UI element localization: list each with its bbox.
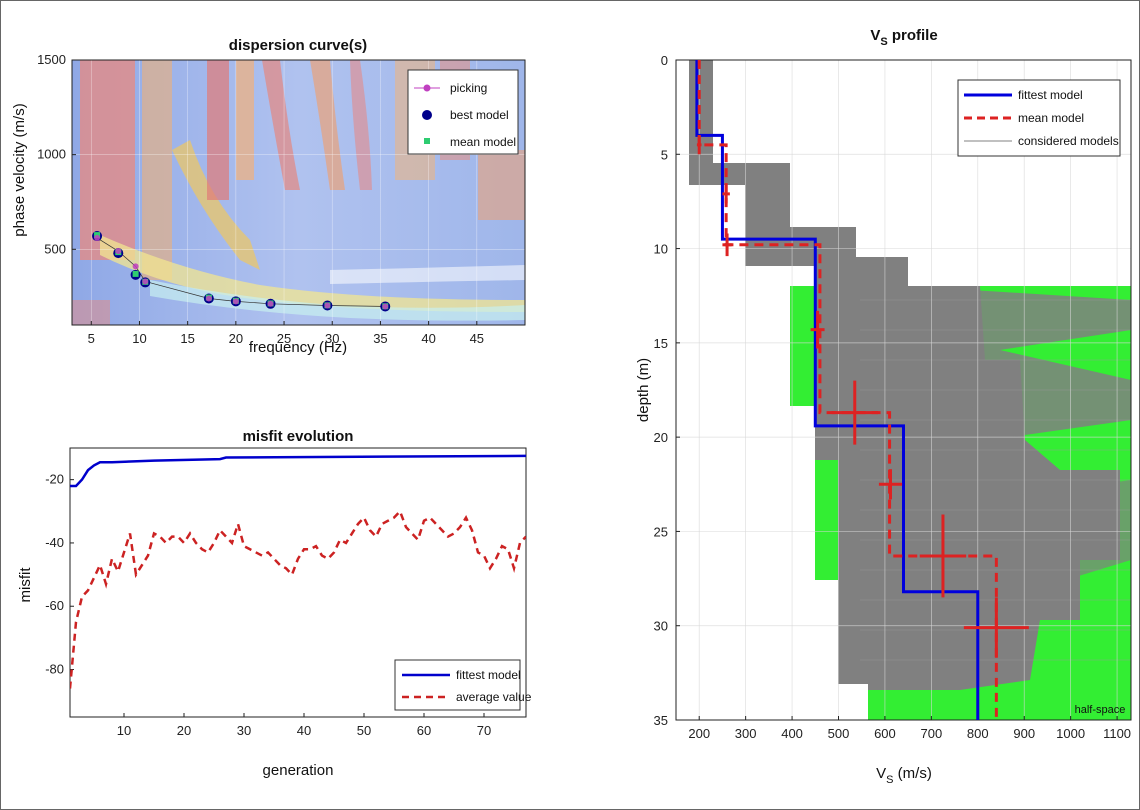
vs-xtick-label: 400 [781,726,803,741]
vs-yticks: 0 5 10 15 20 25 30 35 [654,53,680,728]
vs-xlabel: VS (m/s) [876,765,932,786]
misfit-panel: misfit evolution 10 20 30 40 50 60 70 -80 -60 -4… [17,428,532,779]
picking-point [132,263,139,270]
legend-mean-model: mean model [450,135,516,149]
legend-best-model: best model [450,108,509,122]
misfit-axes-box [69,447,527,718]
vs-xtick-label: 1000 [1056,726,1085,741]
dispersion-title: dispersion curve(s) [229,37,367,54]
vs-xtick-label: 600 [874,726,896,741]
dispersion-xtick-label: 25 [277,331,291,346]
dispersion-xtick-label: 20 [229,331,243,346]
legend-average-value: average value [456,690,532,704]
vs-title: VS profile [870,27,937,48]
misfit-ytick-label: -40 [45,535,64,550]
dispersion-series [92,231,391,312]
misfit-xlabel: generation [263,762,334,779]
dispersion-xtick-label: 10 [132,331,146,346]
vs-xtick-label: 300 [735,726,757,741]
dispersion-xlabel: frequency (Hz) [249,339,347,356]
picking-point [94,234,101,241]
vs-axes-box [675,59,1132,721]
misfit-ylabel: misfit [17,567,34,603]
vs-xtick-label: 1100 [1103,726,1131,741]
picking-point [232,298,239,305]
picking-point [142,278,149,285]
misfit-xtick-label: 30 [237,723,251,738]
vs-series [695,60,1029,720]
vs-xtick-label: 500 [828,726,850,741]
dispersion-xtick-label: 30 [325,331,339,346]
vs-ytick-label: 20 [654,430,668,445]
dispersion-legend: picking best model mean model [407,69,519,155]
picking-point [267,300,274,307]
misfit-ytick-label: -20 [45,472,64,487]
misfit-xtick-label: 40 [297,723,311,738]
picking-point [382,303,389,310]
legend-best-model-marker [422,110,432,120]
vs-ytick-label: 30 [654,619,668,634]
vs-legend: fittest model mean model considered mode… [957,79,1121,157]
vs-xticks: 200 300 400 500 600 700 800 900 1000 1100 [688,716,1131,741]
dispersion-ytick-label: 500 [44,241,66,256]
dispersion-xtick-label: 40 [421,331,435,346]
vs-xtick-label: 800 [967,726,989,741]
misfit-legend: fittest model average value [394,659,532,711]
legend-vs-fittest-model: fittest model [1018,88,1083,102]
dispersion-xticks: 5 10 15 20 25 30 35 40 45 [88,321,484,346]
dispersion-xtick-label: 45 [470,331,484,346]
legend-picking: picking [450,81,487,95]
dispersion-xtick-label: 15 [180,331,194,346]
misfit-ytick-label: -60 [45,598,64,613]
dispersion-ytick-label: 1000 [37,147,66,162]
dispersion-ylabel: phase velocity (m/s) [11,103,28,236]
vs-ytick-label: 15 [654,336,668,351]
dispersion-xtick-label: 35 [373,331,387,346]
vs-ylabel: depth (m) [635,358,652,422]
misfit-yticks: -80 -60 -40 -20 [45,472,74,677]
misfit-ytick-label: -80 [45,662,64,677]
legend-vs-considered-models: considered models [1018,134,1119,148]
misfit-xticks: 10 20 30 40 50 60 70 [117,713,491,738]
legend-mean-model-marker [424,138,430,144]
vs-annotation-half-space: half-space [1075,704,1126,716]
legend-fittest-model: fittest model [456,668,521,682]
vs-xtick-label: 700 [921,726,943,741]
fittest-model-line [70,454,526,488]
misfit-xtick-label: 50 [357,723,371,738]
dispersion-ytick-label: 1500 [37,52,66,67]
picking-point [324,302,331,309]
dispersion-axes-box [71,59,526,326]
picking-point [205,295,212,302]
vs-models [689,60,1131,720]
vs-ytick-label: 10 [654,242,668,257]
vs-xtick-label: 900 [1013,726,1035,741]
misfit-title: misfit evolution [243,428,354,445]
vs-panel: VS profile 200 300 400 500 6 [635,27,1132,786]
vs-xtick-label: 200 [688,726,710,741]
misfit-xtick-label: 60 [417,723,431,738]
dispersion-yticks: 500 1000 1500 [37,52,76,256]
average-value-line [70,508,526,689]
misfit-xtick-label: 70 [477,723,491,738]
legend-picking-marker [423,84,431,92]
misfit-xtick-label: 10 [117,723,131,738]
legend-vs-mean-model: mean model [1018,111,1084,125]
vs-ytick-label: 5 [661,147,668,162]
picking-point [115,248,122,255]
vs-ytick-label: 0 [661,53,668,68]
vs-ytick-label: 35 [654,713,668,728]
vs-ytick-label: 25 [654,524,668,539]
mean-model-point [132,270,139,277]
vs-fittest-model-line [695,60,980,720]
dispersion-xtick-label: 5 [88,331,95,346]
misfit-series [70,454,526,689]
dispersion-panel: dispersion curve(s) 5 10 15 20 25 30 35 40 45 50… [11,37,526,356]
misfit-xtick-label: 20 [177,723,191,738]
